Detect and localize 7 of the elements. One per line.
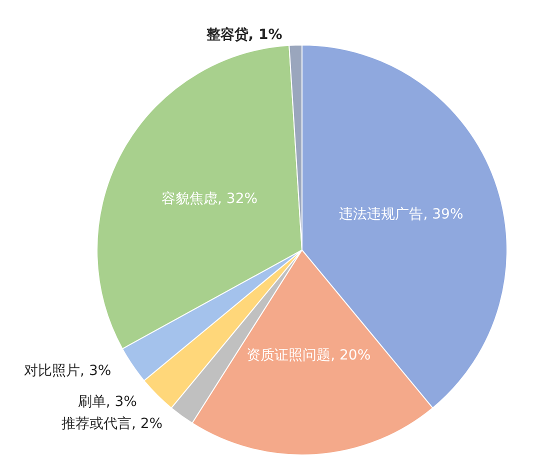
slice-label: 违法违规广告, 39% [339,206,464,222]
slice-label: 推荐或代言, 2% [62,416,163,432]
slice-label: 资质证照问题, 20% [246,347,371,364]
slice-label: 对比照片, 3% [24,362,112,379]
slice-label: 容貌焦虑, 32% [162,191,258,208]
slice-label: 刷单, 3% [78,394,137,410]
slice-label: 整容贷, 1% [205,26,282,44]
